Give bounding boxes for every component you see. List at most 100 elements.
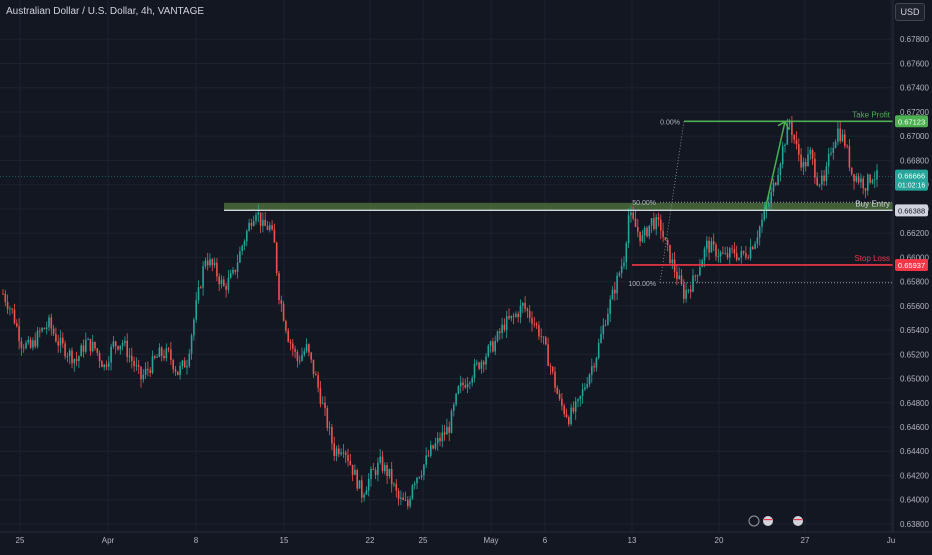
candle-body [857, 176, 860, 183]
candle-body [121, 343, 124, 346]
candle-body [565, 413, 568, 418]
candle-body [818, 184, 821, 186]
candle-body [538, 325, 540, 337]
candle-body [657, 217, 660, 220]
candle-body [124, 340, 126, 344]
candle-body [409, 498, 411, 507]
candle-body [400, 497, 402, 499]
lightning-event-icon[interactable] [748, 515, 760, 527]
time-axis-tick: 8 [194, 536, 199, 545]
candle-body [188, 353, 191, 366]
candle-body [250, 222, 253, 226]
buy-entry-price-badge-bg [895, 204, 928, 217]
candle-body [101, 361, 103, 368]
candle-body [873, 179, 876, 181]
candle-body [572, 407, 575, 412]
candle-body [328, 427, 331, 428]
candle-body [347, 454, 349, 462]
candle-body [535, 323, 538, 326]
candle-body [692, 275, 694, 292]
candle-body [315, 374, 317, 376]
candle-body [370, 468, 372, 480]
candle-body [685, 289, 687, 299]
candle-body [374, 470, 377, 475]
candle-body [643, 227, 646, 236]
candle-body [16, 323, 18, 327]
candle-body [82, 345, 85, 352]
candle-body [131, 355, 133, 361]
candle-body [45, 327, 48, 329]
candle-body [595, 357, 598, 368]
candle-body [600, 334, 602, 343]
candle-body [777, 175, 779, 185]
candle-body [699, 267, 701, 276]
candle-body [678, 275, 680, 280]
candle-body [505, 316, 508, 330]
candle-body [172, 360, 174, 370]
candle-body [664, 237, 667, 241]
candle-body [48, 317, 50, 328]
candle-body [20, 341, 23, 348]
currency-button[interactable]: USD [895, 3, 925, 21]
candle-body [526, 308, 529, 311]
candle-body [772, 182, 775, 192]
price-axis-tick: 0.67000 [900, 132, 929, 141]
candle-body [285, 320, 287, 331]
candle-body [800, 154, 802, 168]
candle-body [259, 212, 262, 226]
candle-body [662, 230, 664, 238]
candle-body [512, 315, 515, 317]
candle-body [174, 369, 177, 372]
candle-body [492, 341, 494, 352]
candle-body [354, 470, 356, 475]
candle-body [443, 432, 446, 435]
candle-body [149, 370, 151, 373]
stop-loss-price-badge: 0.65937 [898, 261, 925, 270]
candle-body [775, 182, 777, 185]
candle-body [112, 341, 115, 347]
candle-body [524, 303, 526, 309]
candle-body [358, 480, 361, 489]
candle-body [160, 347, 163, 356]
candle-body [344, 452, 347, 455]
candle-body [27, 339, 30, 343]
candle-body [480, 361, 483, 369]
candle-body [420, 475, 423, 478]
candle-body [844, 134, 846, 146]
candle-body [340, 452, 342, 455]
candle-body [676, 271, 678, 280]
price-axis-tick: 0.67200 [900, 108, 929, 117]
candle-body [864, 188, 867, 191]
candle-body [36, 330, 39, 347]
candle-body [745, 253, 747, 258]
candle-body [234, 269, 237, 272]
candle-body [811, 149, 814, 159]
candle-body [611, 289, 614, 300]
us-flag-event-icon[interactable] [763, 516, 773, 526]
candle-body [563, 405, 565, 414]
time-axis-tick: 6 [543, 536, 548, 545]
candle-body [625, 243, 628, 263]
candle-body [531, 317, 533, 324]
us-flag-event-icon-2[interactable] [793, 516, 803, 526]
candle-body [71, 350, 73, 364]
candle-body [432, 445, 434, 449]
candle-body [209, 259, 211, 266]
candle-body [423, 464, 425, 476]
candle-body [768, 203, 770, 207]
price-axis-tick: 0.67400 [900, 84, 929, 93]
candle-body [165, 348, 168, 359]
flag-stripe [794, 519, 802, 521]
candle-body [623, 262, 625, 267]
candle-body [464, 385, 467, 388]
candle-body [303, 351, 306, 355]
candle-body [158, 347, 161, 357]
projection-arrow-head [777, 120, 790, 131]
symbol-title: Australian Dollar / U.S. Dollar, 4h, VAN… [6, 6, 205, 17]
candle-body [579, 395, 582, 400]
candle-body [179, 365, 181, 375]
candle-body [248, 222, 250, 231]
candle-body [223, 279, 225, 287]
